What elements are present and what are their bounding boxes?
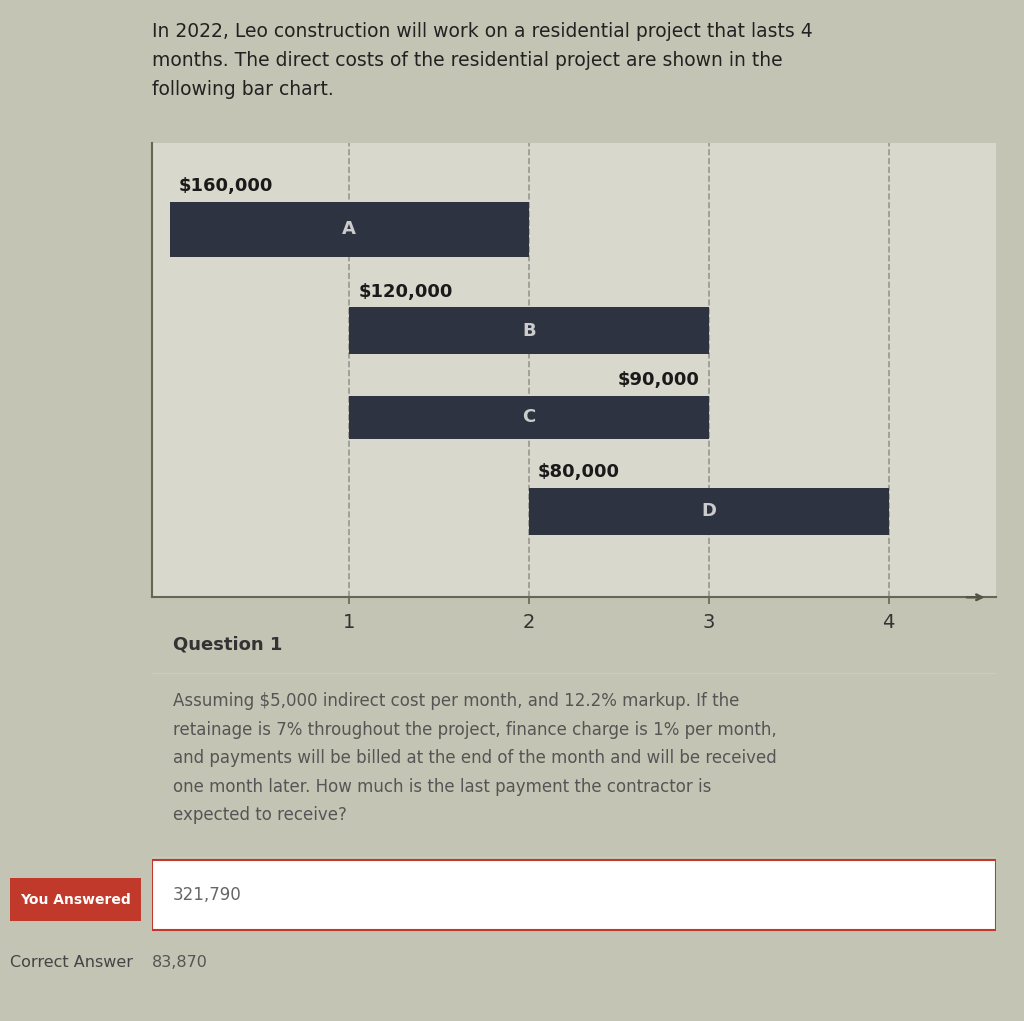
Bar <box>349 395 709 439</box>
Text: $160,000: $160,000 <box>178 178 272 195</box>
Text: Correct Answer: Correct Answer <box>10 955 133 970</box>
Text: D: D <box>701 502 716 520</box>
Text: Question 1: Question 1 <box>173 635 282 653</box>
Text: $120,000: $120,000 <box>358 283 453 301</box>
Bar <box>349 307 709 354</box>
Bar <box>152 860 996 930</box>
Text: You Answered: You Answered <box>20 892 131 907</box>
Text: 83,870: 83,870 <box>152 955 208 970</box>
Text: Assuming $5,000 indirect cost per month, and 12.2% markup. If the
retainage is 7: Assuming $5,000 indirect cost per month,… <box>173 692 776 824</box>
Text: B: B <box>522 322 536 340</box>
Text: 321,790: 321,790 <box>173 886 242 904</box>
Text: $80,000: $80,000 <box>538 464 620 481</box>
Bar <box>529 488 889 535</box>
Text: $90,000: $90,000 <box>617 372 699 389</box>
FancyBboxPatch shape <box>4 876 147 923</box>
Text: A: A <box>342 221 356 238</box>
Text: C: C <box>522 408 536 426</box>
Bar <box>170 202 529 256</box>
Text: In 2022, Leo construction will work on a residential project that lasts 4
months: In 2022, Leo construction will work on a… <box>152 22 812 99</box>
